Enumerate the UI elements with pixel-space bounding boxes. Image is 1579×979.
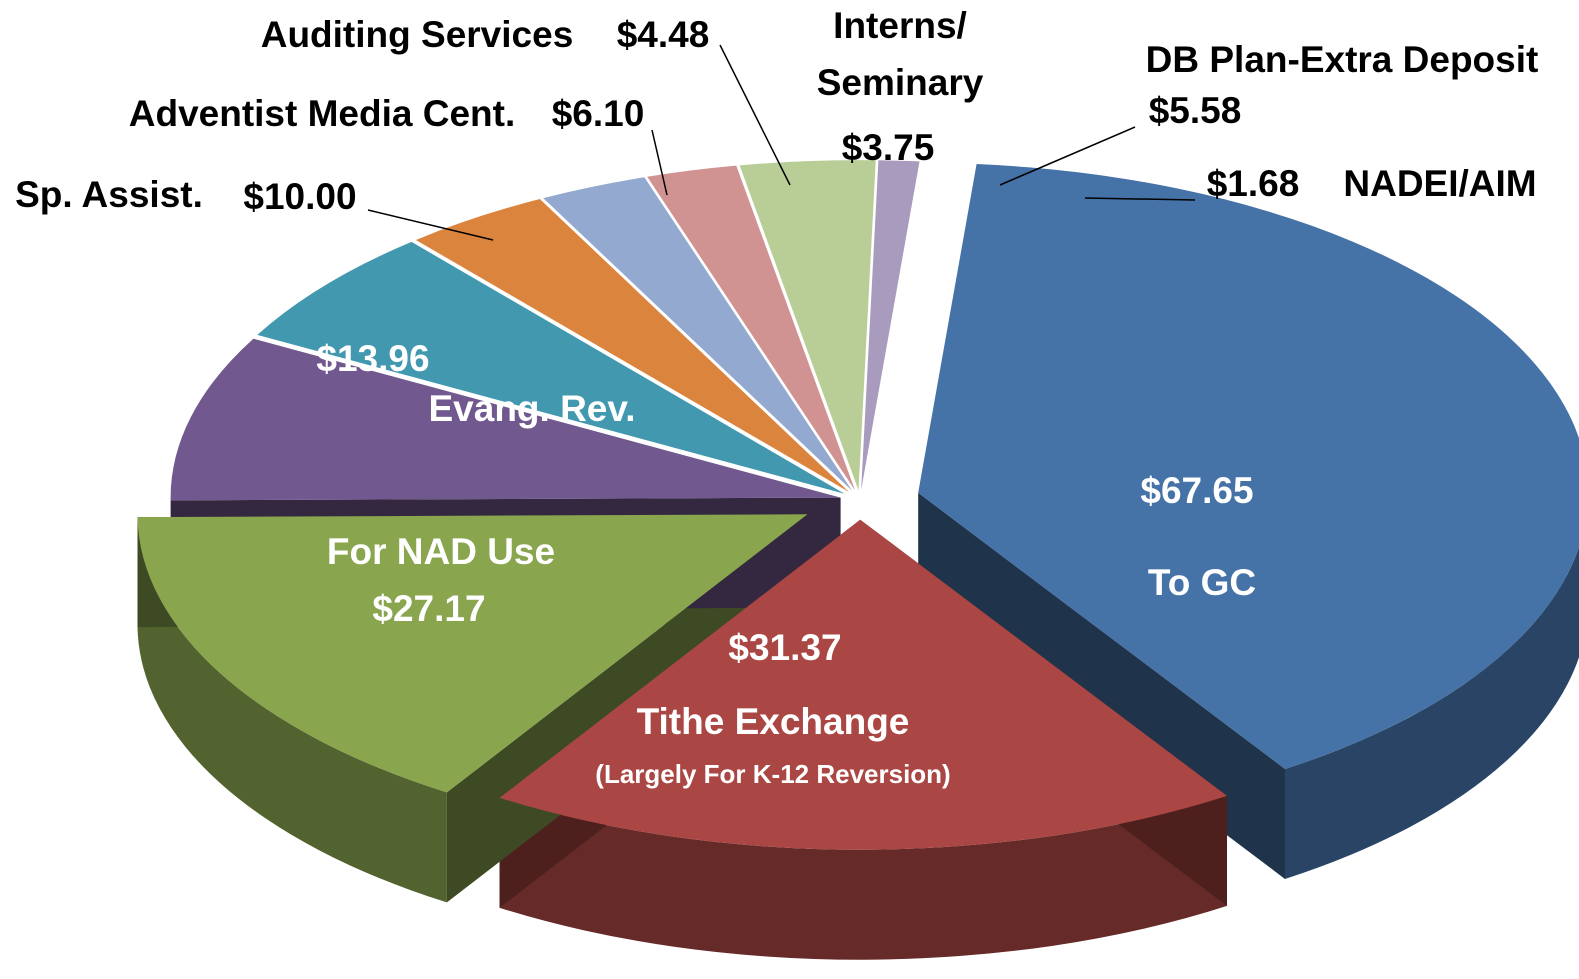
slice-name: Sp. Assist.: [15, 174, 203, 215]
slice-value: $5.58: [1149, 90, 1242, 131]
slice-name: Evang. Rev.: [428, 388, 635, 429]
pie-slice: [137, 514, 808, 793]
pie-slice: [861, 160, 920, 491]
slice-name: DB Plan-Extra Deposit: [1146, 39, 1539, 80]
slice-value: $1.68: [1207, 163, 1300, 204]
slice-value: $4.48: [617, 14, 710, 55]
slice-value: $27.17: [372, 588, 485, 629]
slice-value: $31.37: [728, 627, 841, 668]
pie-slice: [918, 164, 1579, 769]
pie-slice: [257, 241, 845, 494]
leader-line: [1084, 197, 1196, 201]
leader-line: [719, 44, 791, 186]
leader-line: [999, 126, 1136, 186]
slice-name: Tithe Exchange: [637, 701, 910, 742]
slice-value: $13.96: [316, 338, 429, 379]
slice-side: [137, 517, 447, 903]
annotation: (Largely For K-12 Reversion): [595, 759, 950, 789]
pie-slice: [170, 338, 841, 501]
slice-value: $6.10: [552, 93, 645, 134]
slice-name: Interns/Seminary: [817, 5, 984, 103]
slice-value: $67.65: [1140, 470, 1253, 511]
slice-name: NADEI/AIM: [1343, 163, 1536, 204]
pie-slice: [739, 160, 876, 491]
leader-line: [367, 209, 494, 241]
pie-slice: [647, 165, 856, 491]
leader-line: [651, 129, 668, 196]
pie-slice: [499, 519, 1228, 850]
slice-value: $10.00: [243, 176, 356, 217]
slice-name: For NAD Use: [327, 531, 555, 572]
slice-value: $3.75: [842, 127, 935, 168]
slice-side: [1284, 547, 1579, 879]
slice-name: Adventist Media Cent.: [129, 93, 516, 134]
labels: To GC $67.65 Tithe Exchange $31.37 For NAD U…: [15, 5, 1538, 789]
slice-tops: [137, 160, 1579, 850]
pie-slice: [415, 199, 849, 492]
slice-name: Auditing Services: [261, 14, 574, 55]
pie-slice: [543, 177, 853, 491]
slice-name: To GC: [1148, 562, 1256, 603]
slice-side: [499, 795, 1228, 960]
